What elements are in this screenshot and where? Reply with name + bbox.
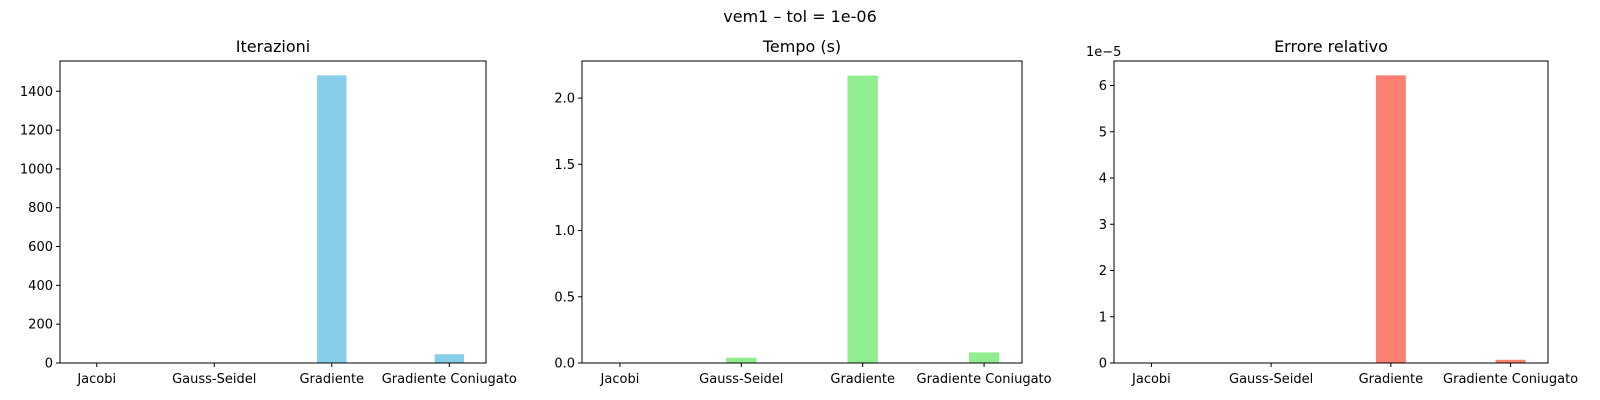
y-tick-label: 200 [28, 318, 53, 333]
bar-gradiente [1375, 75, 1406, 363]
axes-frame [59, 60, 487, 364]
y-tick-label: 400 [28, 279, 53, 294]
subplot-1: Iterazioni 0 200 400 600 800 1000 1200 1400 Jacob… [20, 37, 517, 387]
y-tick-label: 1.5 [554, 158, 575, 173]
subplot-2: Tempo (s) 0.0 0.5 1.0 1.5 2.0 Jacobi Gauss-Seid… [554, 37, 1051, 387]
x-tick-label: Gradiente [830, 372, 895, 387]
x-tick-label: Gradiente Coniugato [917, 372, 1052, 387]
x-tick-label: Gradiente Coniugato [382, 372, 517, 387]
y-tick-label: 4 [1099, 172, 1107, 187]
y-tick-label: 1000 [20, 162, 53, 177]
x-tick-label: Jacobi [1131, 372, 1171, 387]
x-tick-label: Jacobi [600, 372, 640, 387]
y-tick-label: 0 [45, 357, 53, 372]
x-tick-label: Jacobi [76, 372, 116, 387]
figure-title: vem1 – tol = 1e-06 [723, 7, 877, 26]
bar-gradiente [317, 75, 347, 364]
x-tick-label: Gauss-Seidel [172, 372, 256, 387]
bar-gradiente [847, 75, 878, 363]
y-tick-label: 0.0 [554, 357, 575, 372]
y-tick-label: 1400 [20, 85, 53, 100]
y-tick-label: 5 [1099, 125, 1107, 140]
subplot-title: Iterazioni [236, 37, 310, 56]
y-tick-label: 1 [1099, 310, 1107, 325]
x-tick-label: Gradiente Coniugato [1443, 372, 1578, 387]
bar-gradiente-coniugato [434, 354, 464, 363]
x-tick-label: Gradiente [299, 372, 364, 387]
y-tick-label: 600 [28, 240, 53, 255]
subplot-title: Tempo (s) [762, 37, 841, 56]
subplot-3: Errore relativo 0 1 2 3 4 5 6 Jacobi Gauss-Seidel… [1086, 37, 1578, 387]
axes-frame [581, 60, 1023, 364]
y-tick-label: 1200 [20, 124, 53, 139]
bar-gauss-seidel [726, 357, 757, 363]
subplot-title: Errore relativo [1274, 37, 1388, 56]
bar-gradiente-coniugato [968, 352, 1000, 363]
y-tick-label: 6 [1099, 79, 1107, 94]
y-tick-label: 3 [1099, 218, 1107, 233]
y-offset-label: 1e−5 [1086, 45, 1121, 60]
y-tick-label: 2 [1099, 264, 1107, 279]
y-tick-label: 1.0 [554, 224, 575, 239]
x-tick-label: Gauss-Seidel [1229, 372, 1313, 387]
axes-frame [1113, 60, 1549, 364]
x-tick-label: Gauss-Seidel [699, 372, 783, 387]
bar-gradiente-coniugato [1495, 359, 1526, 363]
y-tick-label: 0.5 [554, 290, 575, 305]
x-tick-label: Gradiente [1359, 372, 1424, 387]
y-tick-label: 2.0 [554, 92, 575, 107]
y-tick-label: 800 [28, 201, 53, 216]
y-tick-label: 0 [1099, 357, 1107, 372]
